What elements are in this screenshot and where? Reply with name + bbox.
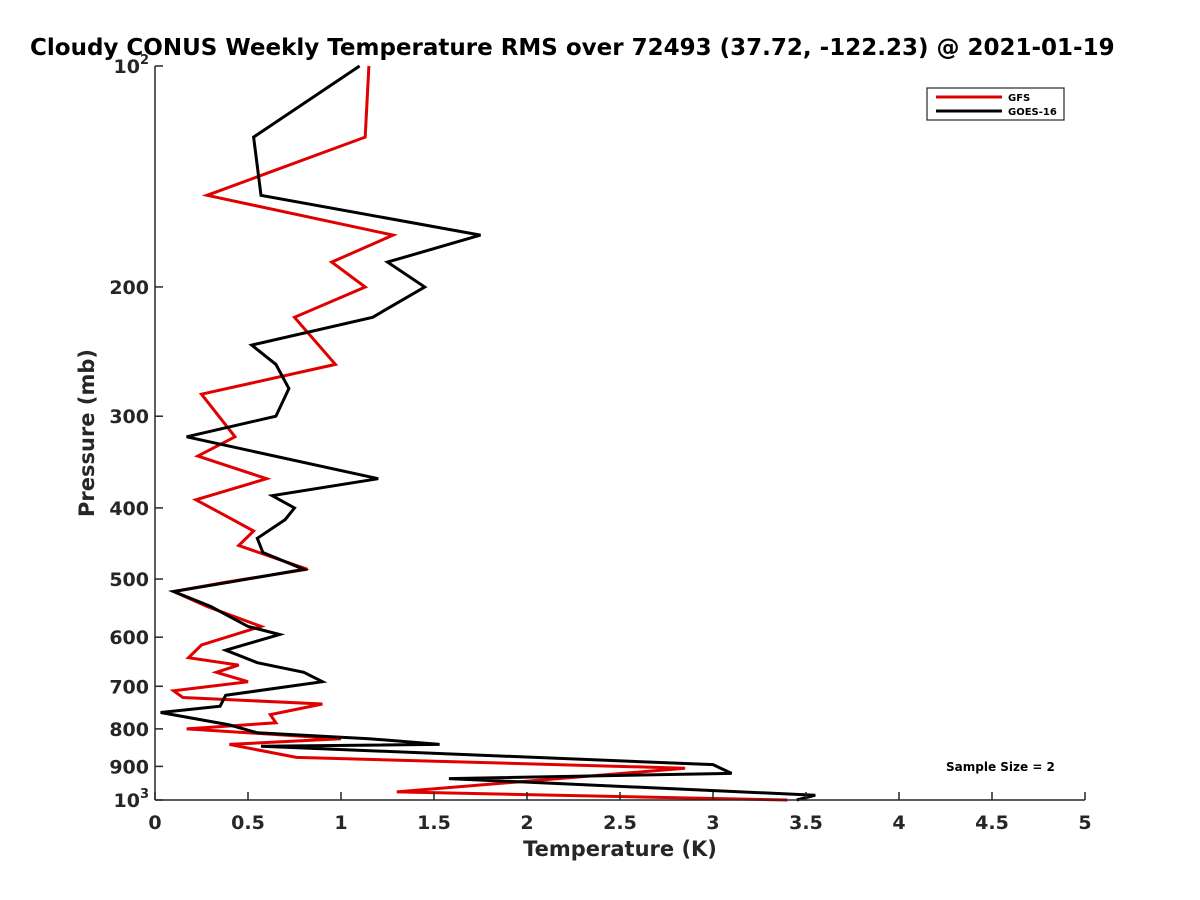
y-tick-label: 400	[109, 498, 149, 520]
x-axis-label: Temperature (K)	[523, 837, 717, 861]
x-tick-label: 3	[706, 812, 719, 834]
x-tick-label: 1	[334, 812, 347, 834]
y-ticks: 102 200 300 400 500 600 700 800 900 103	[109, 53, 163, 812]
legend-label-gfs: GFS	[1008, 93, 1030, 104]
legend-label-goes16: GOES-16	[1008, 107, 1057, 118]
legend: GFS GOES-16	[926, 87, 1065, 121]
y-tick-label: 800	[109, 719, 149, 741]
y-tick-label: 102	[114, 53, 150, 78]
chart-title: Cloudy CONUS Weekly Temperature RMS over…	[30, 35, 1115, 61]
y-tick-label: 200	[109, 277, 149, 299]
x-tick-label: 1.5	[417, 812, 451, 834]
legend-box	[926, 87, 1065, 121]
series-line-goes-16	[160, 64, 816, 802]
x-tick-label: 0.5	[231, 812, 265, 834]
y-tick-label: 900	[109, 756, 149, 778]
x-tick-label: 3.5	[789, 812, 823, 834]
x-tick-label: 4.5	[975, 812, 1009, 834]
x-tick-label: 5	[1078, 812, 1091, 834]
x-ticks: 0 0.5 1 1.5 2 2.5 3 3.5 4 4.5 5	[148, 792, 1092, 834]
y-tick-label: 600	[109, 627, 149, 649]
x-tick-label: 2.5	[603, 812, 637, 834]
x-tick-label: 4	[892, 812, 905, 834]
y-tick-label: 300	[109, 406, 149, 428]
sample-size-annotation: Sample Size = 2	[946, 760, 1055, 774]
x-tick-label: 2	[520, 812, 533, 834]
y-axis-label: Pressure (mb)	[75, 349, 99, 517]
series-layer	[160, 64, 816, 802]
y-tick-label: 103	[114, 787, 150, 812]
plot-area	[155, 66, 1085, 800]
y-tick-label: 500	[109, 569, 149, 591]
y-tick-label: 700	[109, 676, 149, 698]
x-tick-label: 0	[148, 812, 161, 834]
